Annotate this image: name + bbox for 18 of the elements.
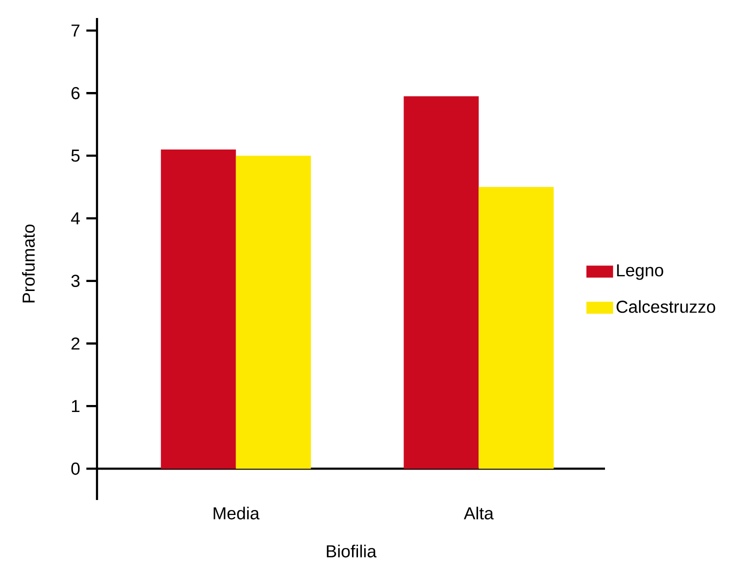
x-tick-label: Media xyxy=(214,506,260,520)
legend-label: Calcestruzzo xyxy=(616,300,716,313)
y-tick-label: 3 xyxy=(71,274,80,288)
y-tick-label: 2 xyxy=(72,337,80,350)
y-tick-label: 1 xyxy=(72,400,80,412)
bar xyxy=(478,187,554,469)
y-tick-label: 6 xyxy=(72,86,80,100)
y-tick-label: 5 xyxy=(71,150,80,162)
legend-label: Legno xyxy=(617,264,664,280)
bar xyxy=(160,149,236,469)
y-axis-title: Profumato xyxy=(22,224,35,302)
bar xyxy=(404,96,479,469)
bar xyxy=(236,156,311,469)
y-tick-label: 7 xyxy=(72,24,80,36)
x-tick-label: Alta xyxy=(464,506,494,520)
y-tick-label: 4 xyxy=(71,212,80,224)
x-axis-title: Biofilia xyxy=(326,544,377,558)
y-tick-label: 0 xyxy=(71,462,80,475)
